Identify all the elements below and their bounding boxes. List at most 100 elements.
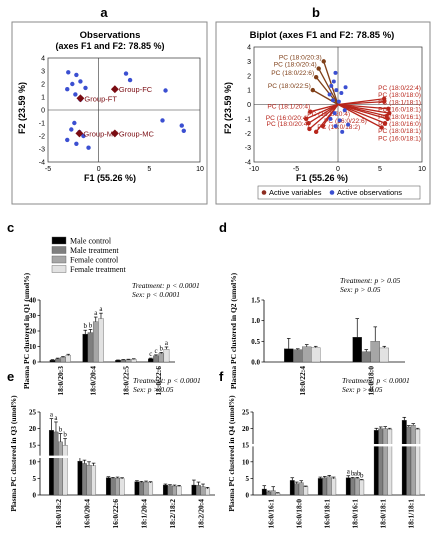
significance-letter: a — [99, 305, 103, 313]
panel-b-variable-label: PC (18:0/20:3) — [279, 54, 322, 61]
panel-a-plot: -5 0 5 1043210-1-2-3-4Group-FTGroup-FCGroup… — [39, 56, 204, 174]
bar-1 — [284, 348, 294, 363]
significance-letter: b — [89, 321, 93, 329]
panel-a-observation-point — [123, 71, 129, 76]
panel-b-observation-point — [333, 124, 338, 129]
bar-3 — [143, 481, 149, 496]
panel-d-plot: 1.5 1.0 0.5 0.0 Plasma PC clustered in Q2 (u… — [229, 272, 405, 396]
bar-2 — [361, 351, 371, 363]
bar-1 — [352, 337, 362, 363]
y-tick-label: 20 — [29, 425, 37, 433]
panel-a-x-tick-label: 0 — [97, 166, 101, 173]
stats-text: Sex: p > 0.05 — [342, 385, 383, 394]
panel-b-variable-vector — [310, 103, 339, 113]
bar-2 — [120, 359, 127, 363]
panel-b-y-tick-label: 0 — [247, 102, 251, 109]
panel-b-y-tick-label: 3 — [247, 59, 251, 66]
y-tick-label: 10 — [29, 343, 37, 351]
y-tick-label: 1.5 — [251, 297, 260, 305]
panel-b-legend-box — [257, 185, 421, 200]
y-tick-label: 25 — [29, 409, 37, 417]
significance-letter: a — [165, 339, 169, 347]
bar-2 — [87, 332, 94, 363]
x-category-label: 18:1/20:4 — [139, 499, 148, 529]
panel-b-variable-label: PC (18:1/18:1) — [378, 99, 421, 106]
x-category-label: 16:0/18:0 — [295, 499, 304, 529]
significance-letter: b — [63, 431, 67, 439]
panel-b-variable-label: PC (18:0/16:0) — [378, 121, 421, 128]
panel-b-variable-label: PC (18:0/20:4) — [267, 121, 310, 128]
x-category-label: 18:0/18:1 — [379, 499, 388, 529]
y-tick-label: 10 — [242, 458, 250, 466]
x-category-label: 18:2/18:2 — [168, 499, 177, 529]
panel-b-observation-point — [343, 85, 348, 90]
bar-2 — [54, 358, 61, 363]
bar-2 — [266, 491, 272, 496]
bar-4 — [379, 347, 389, 363]
bar-1 — [191, 484, 197, 496]
panel-b-observation-point — [331, 79, 336, 84]
significance-letter: b — [351, 469, 355, 477]
bar-2 — [322, 477, 328, 496]
bar-4 — [119, 478, 125, 496]
panel-b-variable-label: PC (18:1/20:4) — [267, 104, 310, 111]
panel-a-x-tick-label: -5 — [45, 166, 51, 173]
significance-letter: b — [84, 322, 88, 330]
panel-b-variable-point — [386, 106, 391, 112]
panel-b-ylabel: F2 (23.59 %) — [223, 82, 233, 134]
panel-b-observation-point — [327, 92, 332, 97]
panel-b-x-tick-label: -5 — [293, 166, 299, 173]
bar-4 — [359, 479, 365, 496]
significance-letter: c — [154, 347, 157, 355]
x-category-label: 18:0/22:4 — [298, 366, 307, 396]
panel-b-variable-label: PC (18:0/22:6) — [271, 70, 314, 77]
bar-2 — [378, 428, 384, 496]
panel-b-observation-point — [330, 98, 335, 103]
bar-3 — [58, 441, 63, 496]
panel-a-letter: a — [100, 5, 108, 20]
bar-1 — [261, 488, 267, 496]
legend-label: Female treatment — [70, 265, 127, 274]
bar-4 — [148, 482, 154, 496]
x-category-label: 16:0/20:4 — [82, 499, 91, 529]
panel-e-letter: e — [7, 369, 14, 384]
bar-2 — [294, 483, 300, 496]
panel-b-variable-label: PC (18:0/18:0) — [378, 92, 421, 99]
bar-3 — [382, 428, 388, 496]
y-tick-label: 20 — [29, 328, 37, 336]
bar-1 — [289, 480, 295, 496]
panel-b-variable-point — [387, 110, 392, 116]
bar-4 — [91, 465, 97, 496]
panel-a-centroid-label: Group-FC — [119, 85, 153, 94]
panel-b-variable-vector — [308, 103, 339, 124]
stats-text: Treatment: p < 0.0001 — [342, 376, 410, 385]
legend-swatch-1 — [51, 236, 67, 245]
x-category-label: 16:0/22:6 — [111, 499, 120, 529]
bar-3 — [86, 464, 92, 496]
bar-3 — [410, 425, 416, 496]
panel-b-observation-point — [339, 91, 344, 95]
panel-a-frame — [11, 21, 208, 205]
panel-a-y-tick-label: 1 — [41, 95, 45, 102]
y-tick-label: 15 — [29, 442, 37, 450]
bar-2 — [139, 482, 144, 496]
panel-b-variable-point — [379, 125, 384, 130]
bar-3 — [298, 482, 304, 496]
panel-b-observation-point — [346, 122, 351, 127]
panel-b-variable-label: PC (18:0/22:4) — [378, 85, 421, 92]
bar-3 — [60, 357, 66, 363]
panel-a-centroid-marker — [110, 129, 119, 138]
panel-b-variable-label: PC (16:0/22:6) — [324, 118, 367, 125]
panel-b-variable-label: PC (16:0/20:4) — [266, 115, 309, 122]
bar-3 — [158, 353, 165, 363]
significance-letter: a — [94, 309, 98, 317]
panel-b-title: Biplot (axes F1 and F2: 78.85 %) — [250, 30, 395, 41]
panel-b-observation-point — [332, 111, 337, 116]
panel-b-variable-vector — [309, 104, 339, 130]
panel-b-variable-point — [313, 129, 319, 135]
panel-a-observation-point — [163, 88, 168, 93]
panel-b-variable-vector — [337, 100, 385, 106]
y-tick-label: 10 — [29, 458, 37, 466]
